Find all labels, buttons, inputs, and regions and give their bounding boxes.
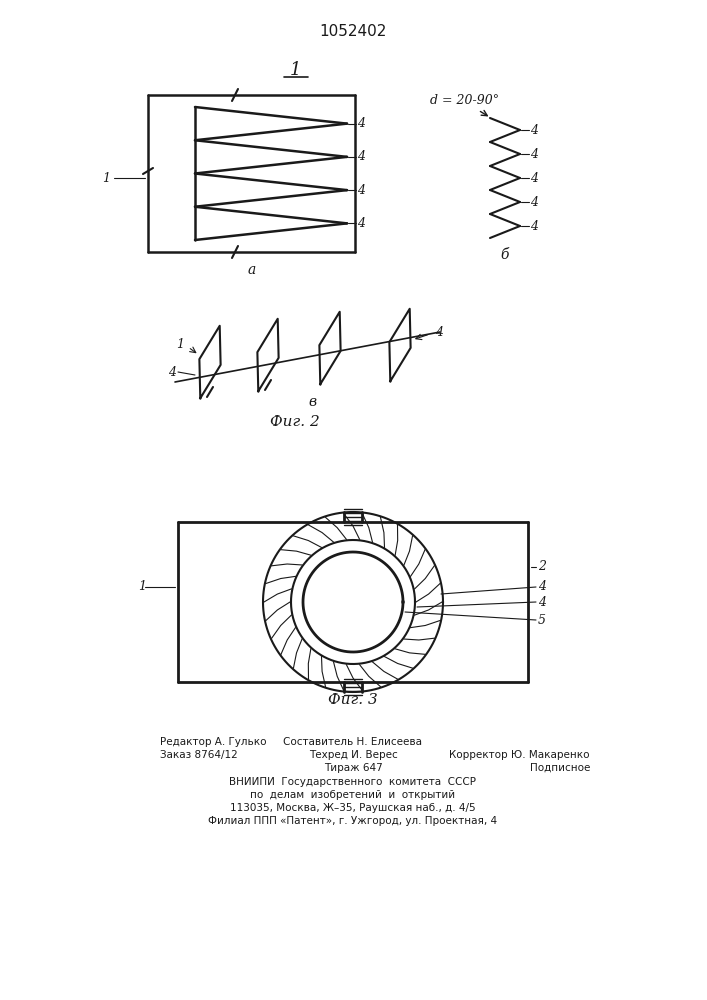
Text: Тираж 647: Тираж 647 (324, 763, 382, 773)
Text: 4: 4 (530, 147, 538, 160)
Text: 4: 4 (530, 220, 538, 232)
Text: Подписное: Подписное (530, 763, 590, 773)
Text: Техред И. Верес: Техред И. Верес (309, 750, 397, 760)
Text: а: а (247, 263, 256, 277)
Text: Фиг. 2: Фиг. 2 (270, 415, 320, 429)
Text: 4: 4 (357, 184, 365, 197)
Text: 4: 4 (357, 117, 365, 130)
Text: 5: 5 (538, 613, 546, 626)
Text: Филиал ППП «Патент», г. Ужгород, ул. Проектная, 4: Филиал ППП «Патент», г. Ужгород, ул. Про… (209, 816, 498, 826)
Text: 4: 4 (538, 595, 546, 608)
Text: Фиг. 3: Фиг. 3 (328, 693, 378, 707)
Text: 4: 4 (357, 217, 365, 230)
Text: 4: 4 (538, 580, 546, 593)
Text: 4: 4 (530, 172, 538, 184)
Text: 113035, Москва, Ж–35, Раушская наб., д. 4/5: 113035, Москва, Ж–35, Раушская наб., д. … (230, 803, 476, 813)
Text: 2: 2 (538, 560, 546, 574)
Text: 4: 4 (168, 365, 176, 378)
Text: 4: 4 (530, 123, 538, 136)
Text: 1: 1 (176, 338, 184, 352)
Text: Редактор А. Гулько: Редактор А. Гулько (160, 737, 267, 747)
Text: 1052402: 1052402 (320, 24, 387, 39)
Text: 1: 1 (138, 580, 146, 593)
Text: 4: 4 (435, 326, 443, 338)
Text: Заказ 8764/12: Заказ 8764/12 (160, 750, 238, 760)
Text: б: б (501, 248, 509, 262)
Text: 4: 4 (357, 150, 365, 163)
Text: 1: 1 (289, 61, 300, 79)
Text: Корректор Ю. Макаренко: Корректор Ю. Макаренко (450, 750, 590, 760)
Text: d = 20-90°: d = 20-90° (430, 94, 499, 106)
Text: по  делам  изобретений  и  открытий: по делам изобретений и открытий (250, 790, 455, 800)
Text: 1: 1 (102, 172, 110, 184)
Text: в: в (308, 395, 316, 409)
Text: 4: 4 (530, 196, 538, 209)
Text: Составитель Н. Елисеева: Составитель Н. Елисеева (284, 737, 423, 747)
Text: ВНИИПИ  Государственного  комитета  СССР: ВНИИПИ Государственного комитета СССР (230, 777, 477, 787)
